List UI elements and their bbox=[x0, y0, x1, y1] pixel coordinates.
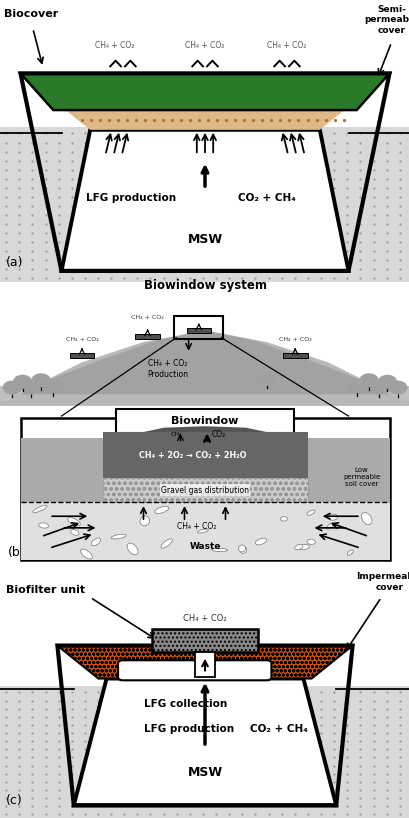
FancyBboxPatch shape bbox=[20, 417, 389, 560]
FancyBboxPatch shape bbox=[115, 409, 294, 433]
Polygon shape bbox=[20, 74, 389, 110]
Text: MSW: MSW bbox=[187, 766, 222, 779]
Polygon shape bbox=[143, 426, 266, 432]
Ellipse shape bbox=[70, 529, 79, 535]
Text: (c): (c) bbox=[6, 793, 23, 807]
Text: Biowindow: Biowindow bbox=[171, 416, 238, 426]
Polygon shape bbox=[57, 645, 352, 679]
Ellipse shape bbox=[280, 516, 287, 521]
Bar bbox=[282, 353, 307, 358]
Ellipse shape bbox=[255, 538, 266, 545]
Text: LFG collection: LFG collection bbox=[143, 699, 226, 709]
Ellipse shape bbox=[38, 523, 48, 528]
Text: Biocover: Biocover bbox=[4, 9, 58, 19]
Circle shape bbox=[257, 372, 275, 385]
Bar bbox=[70, 353, 94, 358]
Bar bbox=[0, 385, 409, 400]
Text: Low
permeable
soil cover: Low permeable soil cover bbox=[342, 467, 379, 487]
Bar bbox=[194, 652, 215, 677]
Text: CH₄ + CO₂: CH₄ + CO₂ bbox=[131, 315, 164, 320]
Text: CH₄ + 2O₂ → CO₂ + 2H₂O: CH₄ + 2O₂ → CO₂ + 2H₂O bbox=[139, 451, 246, 460]
Ellipse shape bbox=[127, 543, 138, 555]
Ellipse shape bbox=[361, 513, 371, 524]
Polygon shape bbox=[20, 330, 389, 394]
Text: Waste: Waste bbox=[189, 542, 220, 551]
Text: CO₂ + CH₄: CO₂ + CH₄ bbox=[237, 192, 294, 203]
Text: CO₂ + CH₄: CO₂ + CH₄ bbox=[249, 724, 307, 735]
Ellipse shape bbox=[326, 523, 333, 529]
Text: CH₄: CH₄ bbox=[170, 432, 182, 437]
Bar bbox=[102, 479, 307, 501]
Ellipse shape bbox=[197, 529, 208, 533]
Text: Biofilter unit: Biofilter unit bbox=[6, 585, 85, 595]
Bar bbox=[186, 328, 211, 333]
Ellipse shape bbox=[327, 515, 337, 520]
Text: LFG production: LFG production bbox=[86, 192, 176, 203]
Ellipse shape bbox=[161, 539, 172, 548]
Circle shape bbox=[359, 374, 377, 387]
Text: (a): (a) bbox=[6, 256, 24, 269]
Ellipse shape bbox=[346, 550, 352, 555]
Circle shape bbox=[378, 375, 396, 389]
Polygon shape bbox=[61, 130, 348, 271]
Polygon shape bbox=[74, 679, 335, 805]
FancyBboxPatch shape bbox=[151, 629, 258, 652]
Polygon shape bbox=[65, 110, 344, 130]
Ellipse shape bbox=[111, 534, 126, 539]
Ellipse shape bbox=[33, 506, 47, 513]
Bar bbox=[0, 686, 409, 818]
Circle shape bbox=[32, 374, 50, 387]
Circle shape bbox=[369, 381, 387, 394]
Bar bbox=[307, 438, 389, 516]
Text: Gravel gas distribution: Gravel gas distribution bbox=[161, 486, 248, 495]
Circle shape bbox=[13, 375, 31, 389]
Bar bbox=[0, 127, 409, 282]
Circle shape bbox=[22, 381, 40, 394]
Bar bbox=[20, 501, 389, 560]
Bar bbox=[20, 438, 102, 516]
Circle shape bbox=[44, 380, 62, 393]
Bar bbox=[102, 432, 307, 479]
Ellipse shape bbox=[211, 548, 227, 551]
Circle shape bbox=[3, 381, 21, 394]
Text: CO₂: CO₂ bbox=[211, 429, 225, 438]
Text: CH₄ + CO₂: CH₄ + CO₂ bbox=[278, 336, 311, 342]
Text: LFG production: LFG production bbox=[143, 724, 233, 735]
Text: CH₄ + CO₂: CH₄ + CO₂ bbox=[65, 336, 98, 342]
Ellipse shape bbox=[91, 538, 100, 546]
Circle shape bbox=[388, 381, 406, 394]
Text: (b): (b) bbox=[7, 546, 25, 559]
Text: Semi-
permeable
cover: Semi- permeable cover bbox=[364, 5, 409, 34]
Ellipse shape bbox=[294, 545, 302, 550]
Text: CH₄ + CO₂: CH₄ + CO₂ bbox=[183, 614, 226, 623]
Ellipse shape bbox=[155, 506, 169, 514]
FancyBboxPatch shape bbox=[118, 660, 271, 681]
Text: CH₄ + CO₂: CH₄ + CO₂ bbox=[177, 522, 216, 531]
Ellipse shape bbox=[240, 546, 246, 554]
Bar bbox=[135, 334, 160, 339]
Text: MSW: MSW bbox=[187, 233, 222, 246]
Circle shape bbox=[347, 380, 365, 393]
Ellipse shape bbox=[139, 516, 149, 526]
Text: CH₄ + CO₂
Production: CH₄ + CO₂ Production bbox=[147, 359, 188, 379]
Ellipse shape bbox=[80, 549, 92, 559]
Ellipse shape bbox=[306, 539, 315, 545]
Ellipse shape bbox=[296, 544, 309, 550]
Text: Impermeable
cover: Impermeable cover bbox=[355, 573, 409, 592]
Polygon shape bbox=[0, 330, 409, 406]
Text: Biowindow system: Biowindow system bbox=[143, 279, 266, 292]
Ellipse shape bbox=[306, 510, 314, 515]
Text: CH₄ + CO₂: CH₄ + CO₂ bbox=[95, 41, 134, 50]
Ellipse shape bbox=[238, 545, 245, 552]
Text: CH₄ + CO₂: CH₄ + CO₂ bbox=[267, 41, 306, 50]
Text: CH₄ + CO₂: CH₄ + CO₂ bbox=[185, 41, 224, 50]
Ellipse shape bbox=[67, 518, 80, 526]
